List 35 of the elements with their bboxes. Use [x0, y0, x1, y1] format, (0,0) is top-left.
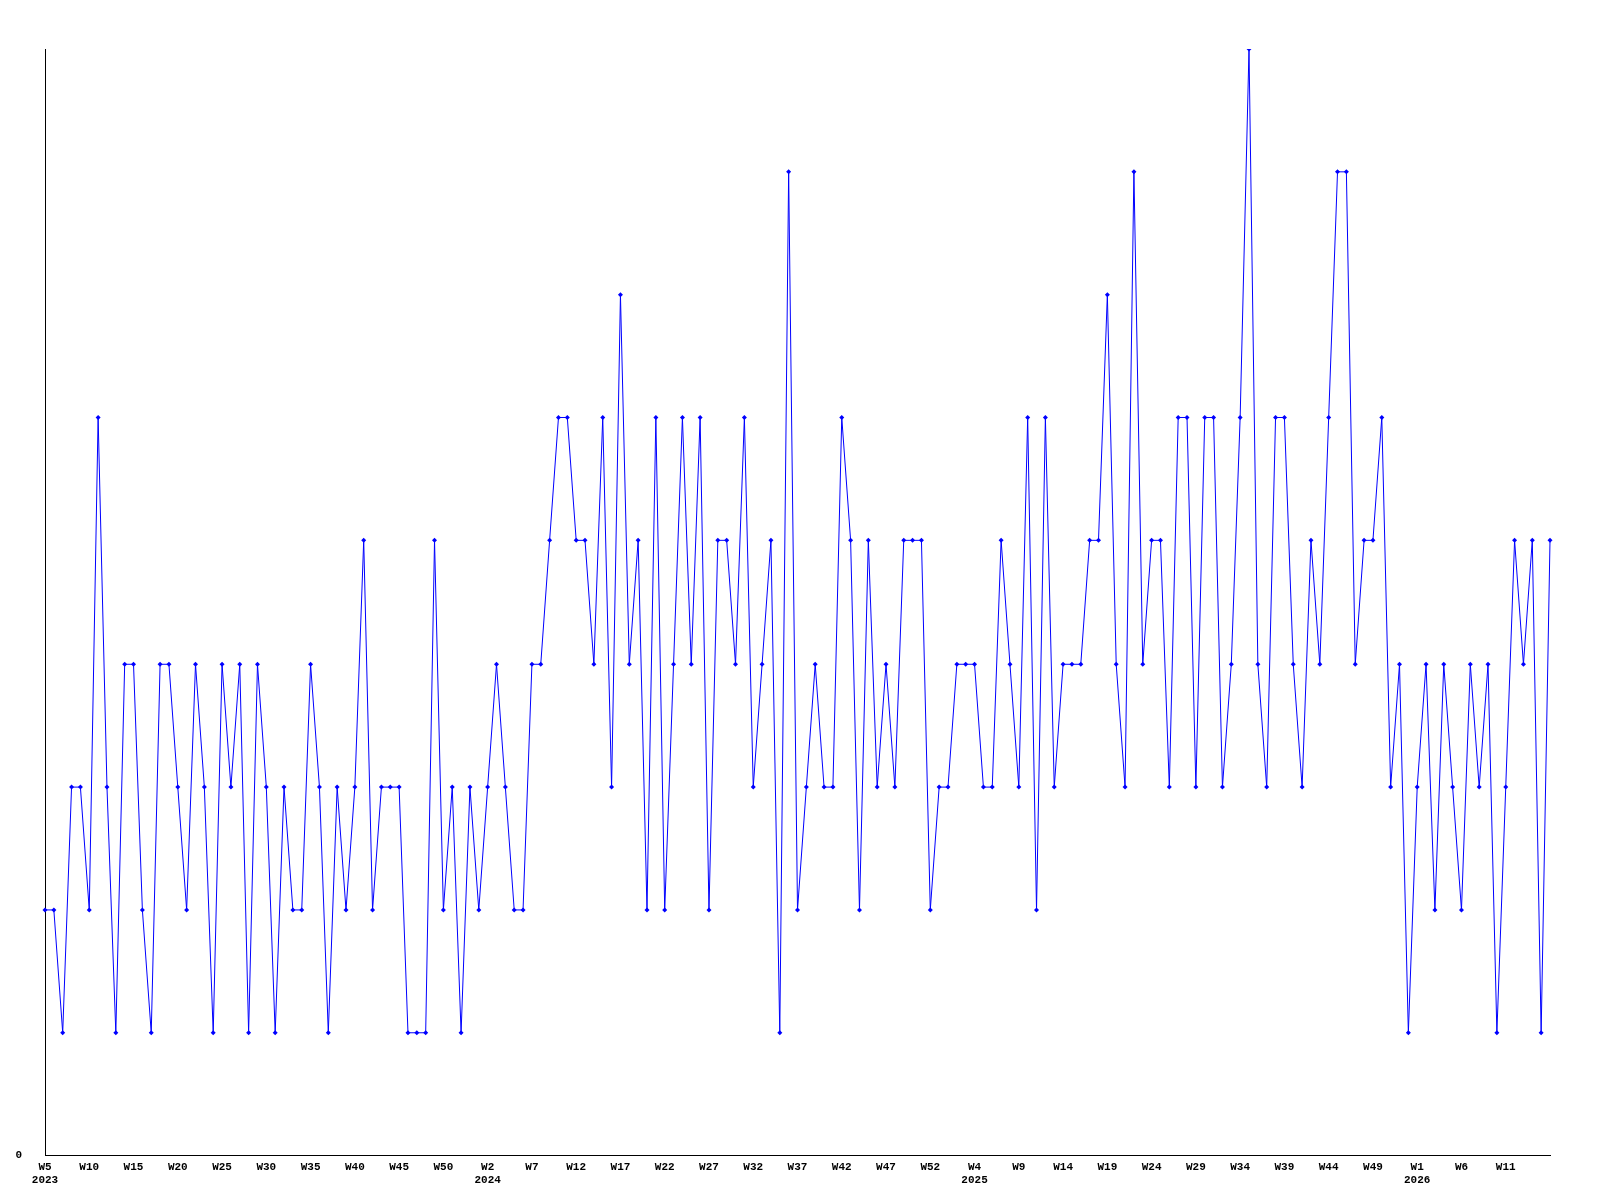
x-tick-label: W4 2025 — [961, 1160, 989, 1187]
x-tick-label: W7 — [525, 1160, 539, 1173]
x-tick-label: W29 — [1185, 1160, 1206, 1173]
x-tick-label: W20 — [167, 1160, 188, 1173]
x-tick-label: W9 — [1012, 1160, 1026, 1173]
x-tick-label: W34 — [1230, 1160, 1251, 1173]
x-tick-label: W1 2026 — [1404, 1160, 1431, 1187]
x-tick-label: W40 — [344, 1160, 365, 1173]
x-tick-label: W11 — [1495, 1160, 1517, 1173]
x-tick-label: W19 — [1097, 1160, 1118, 1173]
x-tick-label: W2 2024 — [474, 1160, 502, 1187]
x-tick-label: W5 2023 — [31, 1160, 59, 1187]
x-tick-label: W25 — [212, 1160, 233, 1173]
x-tick-label: W49 — [1363, 1160, 1383, 1173]
x-tick-label: W27 — [699, 1160, 719, 1173]
x-tick-label: W45 — [389, 1160, 410, 1173]
x-tick-label: W42 — [831, 1160, 852, 1173]
x-tick-label: W12 — [566, 1160, 587, 1173]
x-tick-label: W22 — [654, 1160, 675, 1173]
x-tick-label: W32 — [743, 1160, 764, 1173]
x-tick-label: W10 — [79, 1160, 100, 1173]
x-tick-label: W50 — [433, 1160, 454, 1173]
x-tick-label: W35 — [300, 1160, 321, 1173]
x-tick-label: W6 — [1454, 1160, 1469, 1173]
x-tick-label: W52 — [920, 1160, 941, 1173]
x-tick-label: W14 — [1053, 1160, 1074, 1173]
x-tick-label: W17 — [610, 1160, 631, 1173]
x-tick-label: W39 — [1274, 1160, 1295, 1173]
x-tick-label: W15 — [123, 1160, 144, 1173]
x-tick-label: W47 — [876, 1160, 896, 1173]
x-tick-label: W30 — [256, 1160, 277, 1173]
x-tick-label: W37 — [787, 1160, 808, 1173]
x-tick-label: W44 — [1318, 1160, 1339, 1173]
x-tick-label: W24 — [1141, 1160, 1162, 1173]
text: 0 — [15, 1149, 22, 1162]
